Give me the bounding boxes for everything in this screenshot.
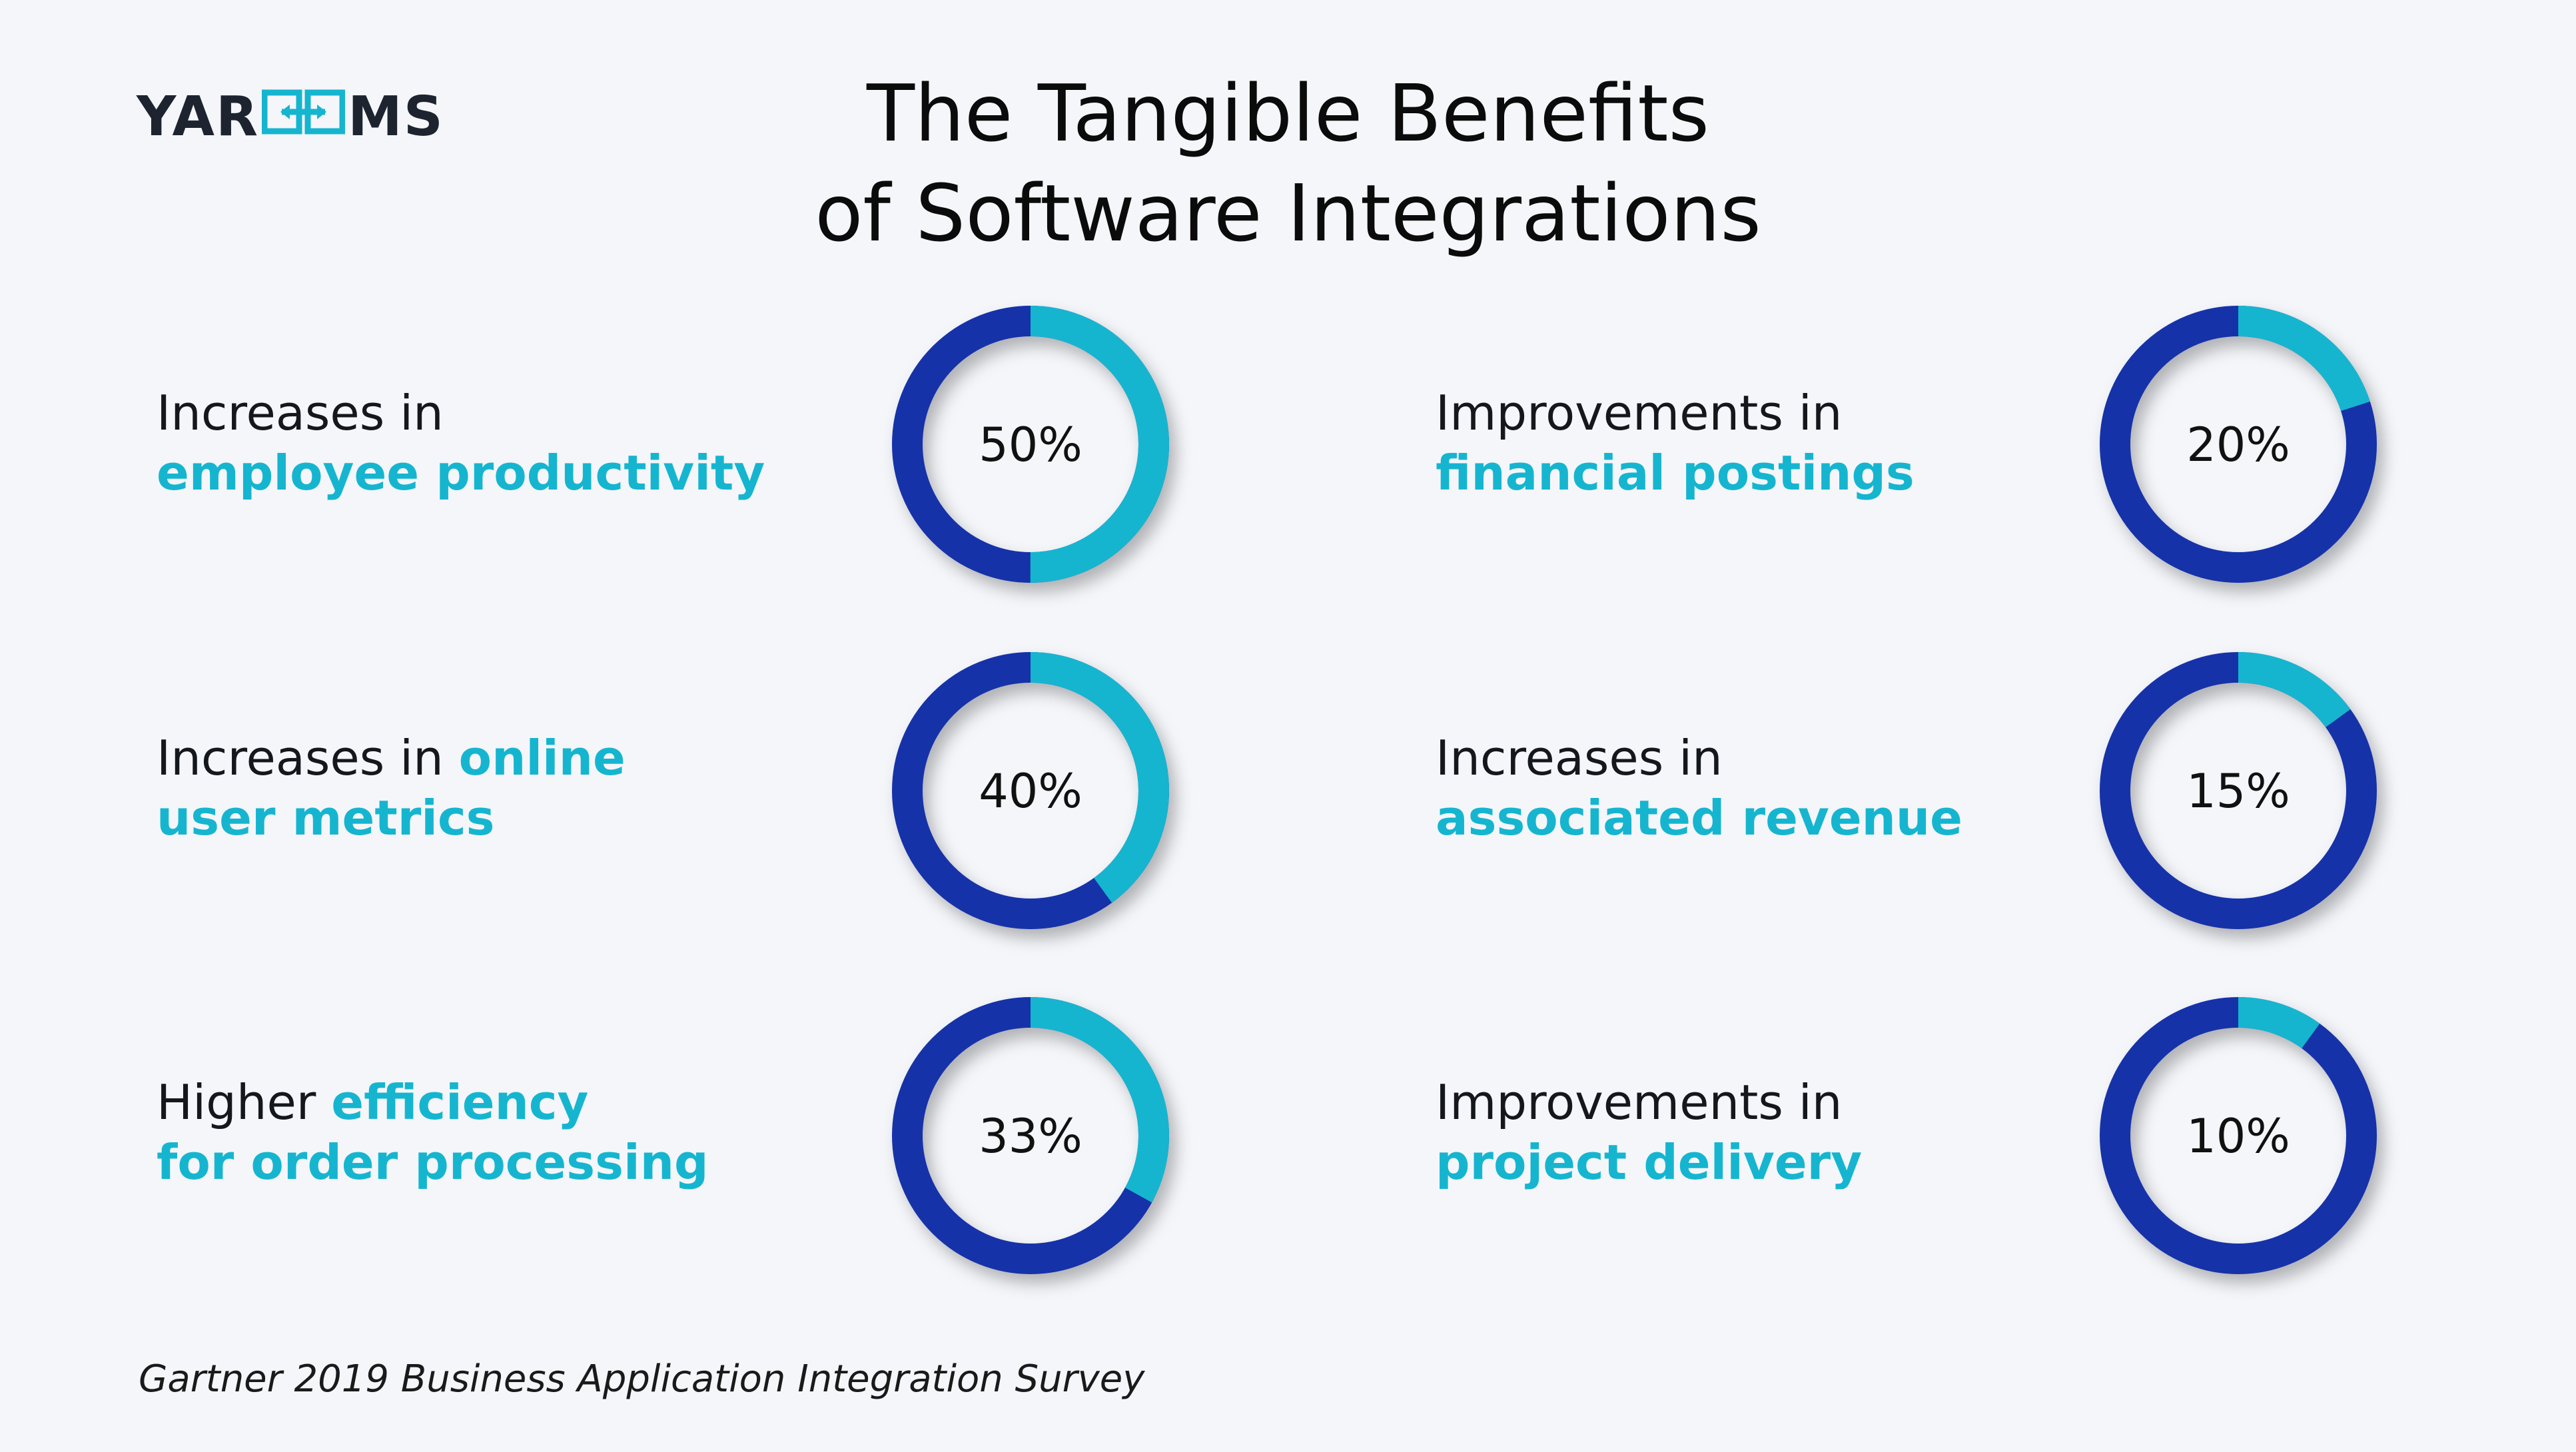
donut-svg-3: 33% [892,997,1169,1274]
title-line-2: of Software Integrations [815,167,1761,259]
logo-text-left: YAR [137,85,260,149]
donut-svg-2: 40% [892,652,1169,929]
donut-value-label-2: 40% [979,764,1082,819]
benefit-text-5: Increases in associated revenue [1436,728,2168,848]
benefit-3-highlight-2: for order processing [157,1134,709,1190]
benefit-2-highlight-2: user metrics [157,790,495,846]
donut-value-label-5: 15% [2186,764,2290,819]
donut-value-label-4: 20% [2186,418,2290,472]
link-arrows-icon [261,85,346,149]
yaroms-logo: YAR MS [137,85,444,149]
benefit-text-1: Increases in employee productivity [157,383,889,503]
donut-value-label-3: 33% [979,1109,1082,1164]
donut-chart-1: 50% [891,304,1170,584]
page-title: The Tangible Benefits of Software Integr… [0,63,2576,263]
benefit-text-2: Increases in online user metrics [157,728,889,848]
benefit-4-prefix: Improvements in [1436,385,1843,441]
benefit-1-prefix: Increases in [157,385,444,441]
benefit-3-highlight: efficiency [331,1074,589,1130]
donut-value-label-6: 10% [2186,1109,2290,1164]
benefit-4-highlight: financial postings [1436,445,1915,501]
donut-chart-4: 20% [2098,304,2378,584]
donut-svg-6: 10% [2100,997,2377,1274]
benefit-3-prefix: Higher [157,1074,332,1130]
donut-segment-3 [892,997,1169,1274]
benefit-text-6: Improvements in project delivery [1436,1072,2168,1192]
benefit-6-prefix: Improvements in [1436,1074,1843,1130]
donut-segment-2 [892,652,1169,929]
donut-chart-5: 15% [2098,651,2378,930]
benefit-2-highlight: online [458,730,626,786]
donut-svg-5: 15% [2100,652,2377,929]
benefit-6-highlight: project delivery [1436,1134,1863,1190]
donut-segment-1 [892,306,1169,583]
source-citation: Gartner 2019 Business Application Integr… [139,1357,1145,1401]
donut-segment-5 [2100,652,2377,929]
donut-value-label-1: 50% [979,418,1082,472]
donut-chart-2: 40% [891,651,1170,930]
donut-segment-4 [2100,306,2377,583]
donut-svg-4: 20% [2100,306,2377,583]
benefit-5-prefix: Increases in [1436,730,1723,786]
donut-chart-3: 33% [891,996,1170,1275]
donut-svg-1: 50% [892,306,1169,583]
donut-segment-6 [2100,997,2377,1274]
benefit-5-highlight: associated revenue [1436,790,1963,846]
benefit-text-4: Improvements in financial postings [1436,383,2168,503]
benefit-text-3: Higher efficiency for order processing [157,1072,889,1192]
benefit-1-highlight: employee productivity [157,445,765,501]
title-line-1: The Tangible Benefits [866,67,1710,159]
donut-chart-6: 10% [2098,996,2378,1275]
logo-text-right: MS [348,85,444,149]
benefit-2-prefix: Increases in [157,730,459,786]
